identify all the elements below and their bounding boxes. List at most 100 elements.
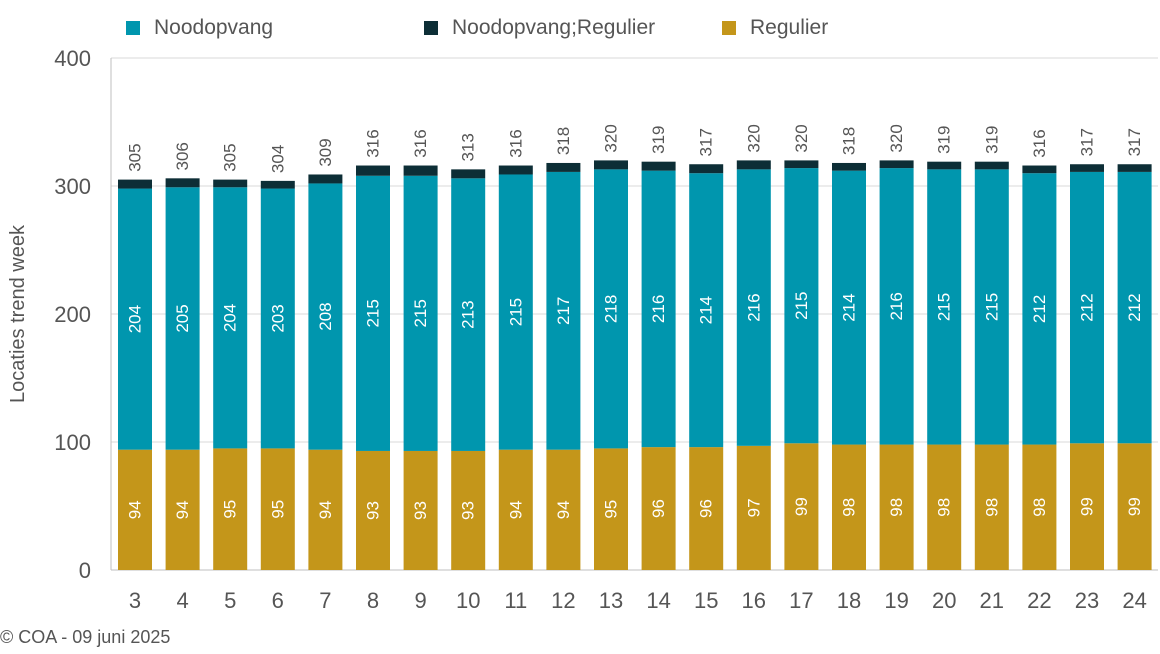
bar-regulier [1117, 443, 1152, 570]
legend-label-noodopvang: Noodopvang [154, 16, 274, 39]
legend-swatch-noodopvang [126, 21, 140, 35]
x-tick-label: 17 [789, 588, 813, 613]
bar-regulier [974, 444, 1009, 570]
bar-noodopvang [1117, 171, 1152, 444]
data-label: 98 [887, 498, 906, 517]
x-tick-label: 24 [1122, 588, 1146, 613]
bar-noodopvang [736, 169, 771, 446]
data-label: 93 [459, 501, 478, 520]
legend-item-regulier: Regulier [722, 16, 828, 40]
bar-regulier [594, 448, 628, 570]
bar-noodopvang [784, 168, 819, 444]
data-label: 216 [887, 292, 906, 320]
bar-noodopvang [832, 170, 866, 445]
x-tick-label: 4 [176, 588, 188, 613]
bar-noodopvang-regulier [165, 178, 200, 188]
data-label: 95 [602, 500, 621, 519]
data-label: 215 [506, 298, 525, 326]
total-label: 320 [744, 124, 763, 152]
bar-noodopvang [546, 171, 581, 450]
x-tick-label: 20 [932, 588, 956, 613]
bar-noodopvang-regulier [594, 160, 628, 170]
bar-noodopvang-regulier [356, 165, 390, 176]
bar-noodopvang-regulier [927, 161, 962, 170]
x-tick-label: 15 [694, 588, 718, 613]
bar-regulier [832, 444, 866, 570]
bar-noodopvang [403, 175, 438, 451]
bar-noodopvang [308, 183, 343, 450]
data-label: 215 [982, 293, 1001, 321]
x-tick-label: 10 [456, 588, 480, 613]
total-label: 320 [887, 124, 906, 152]
total-label: 317 [1078, 128, 1097, 156]
bar-noodopvang-regulier [213, 179, 248, 188]
data-label: 98 [840, 498, 859, 517]
bar-regulier [689, 447, 724, 570]
bar-noodopvang-regulier [1117, 164, 1152, 172]
x-tick-label: 16 [742, 588, 766, 613]
y-tick-label: 200 [54, 302, 91, 327]
bar-noodopvang [356, 175, 390, 451]
bars [118, 160, 1152, 570]
bar-noodopvang-regulier [736, 160, 771, 170]
data-label: 212 [1030, 295, 1049, 323]
x-tick-label: 21 [980, 588, 1004, 613]
total-label: 306 [173, 142, 192, 170]
bar-regulier [784, 443, 819, 570]
bar-regulier [356, 450, 390, 570]
data-label: 93 [364, 501, 383, 520]
data-label: 214 [697, 296, 716, 324]
total-label: 318 [554, 127, 573, 155]
total-label: 316 [364, 129, 383, 157]
data-label: 204 [221, 304, 240, 332]
bar-regulier [451, 450, 486, 570]
x-tick-label: 13 [599, 588, 623, 613]
total-label: 316 [1030, 129, 1049, 157]
y-tick-label: 0 [79, 558, 91, 583]
total-label: 317 [1125, 128, 1144, 156]
data-label: 98 [982, 498, 1001, 517]
bar-regulier [165, 449, 200, 570]
data-label: 95 [221, 500, 240, 519]
bar-regulier [641, 447, 676, 570]
bar-regulier [403, 450, 438, 570]
bar-noodopvang [1070, 171, 1104, 444]
total-label: 319 [935, 125, 954, 153]
data-label: 96 [649, 499, 668, 518]
bar-regulier [1070, 443, 1104, 570]
bar-noodopvang [641, 170, 676, 448]
x-tick-label: 7 [319, 588, 331, 613]
bar-noodopvang-regulier [118, 179, 152, 189]
total-label: 305 [126, 143, 145, 171]
x-tick-label: 12 [551, 588, 575, 613]
total-label: 317 [697, 128, 716, 156]
x-tick-label: 3 [129, 588, 141, 613]
data-label: 215 [792, 291, 811, 319]
total-label: 313 [459, 133, 478, 161]
bar-noodopvang-regulier [641, 161, 676, 171]
bar-noodopvang [451, 178, 486, 451]
y-tick-label: 300 [54, 174, 91, 199]
data-label: 96 [697, 499, 716, 518]
bar-noodopvang-regulier [832, 162, 866, 171]
bar-noodopvang [689, 173, 724, 448]
data-label: 218 [602, 295, 621, 323]
legend-label-regulier: Regulier [750, 16, 829, 39]
bar-noodopvang-regulier [498, 165, 533, 175]
bar-regulier [927, 444, 962, 570]
bar-noodopvang [594, 169, 628, 449]
data-label: 215 [411, 299, 430, 327]
bar-regulier [879, 444, 914, 570]
data-label: 213 [459, 300, 478, 328]
bar-regulier [260, 448, 295, 570]
bar-regulier [498, 449, 533, 570]
bar-noodopvang-regulier [879, 160, 914, 169]
data-labels: 94 204 305 94 205 306 95 204 305 95 203 304 94 208 309… [126, 124, 1145, 520]
data-label: 95 [268, 500, 287, 519]
x-tick-label: 22 [1027, 588, 1051, 613]
bar-regulier [546, 449, 581, 570]
y-tick-label: 100 [54, 430, 91, 455]
data-label: 203 [268, 304, 287, 332]
